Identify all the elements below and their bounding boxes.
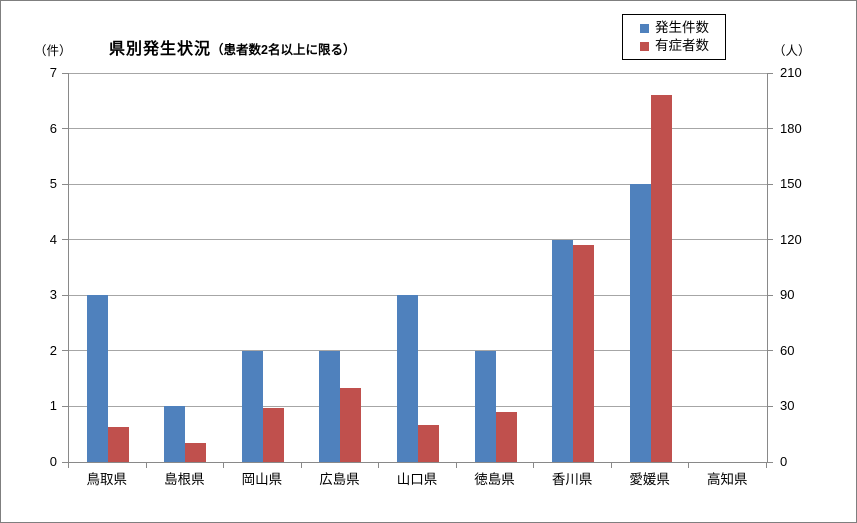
right-axis-tick — [767, 239, 773, 241]
bar-発生件数-山口県 — [397, 295, 418, 462]
bar-有症者数-山口県 — [418, 424, 439, 462]
bar-有症者数-岡山県 — [262, 408, 284, 462]
right-axis-tick — [767, 128, 773, 130]
gridline — [69, 183, 767, 185]
x-axis-tick — [378, 463, 379, 468]
right-axis-tick-label: 30 — [780, 398, 795, 414]
left-axis-tick-label: 6 — [49, 120, 57, 136]
bar-有症者数-徳島県 — [495, 412, 517, 462]
x-axis-tick — [533, 463, 534, 468]
right-axis-tick-label: 60 — [780, 342, 795, 358]
gridline — [69, 239, 767, 241]
legend-entry: 発生件数 — [640, 21, 725, 35]
right-axis-unit-label: （人） — [773, 44, 811, 58]
x-axis-category-label: 山口県 — [396, 472, 438, 487]
x-axis-category-label: 香川県 — [551, 472, 593, 487]
left-axis-tick — [62, 461, 68, 463]
right-axis-tick — [767, 461, 773, 463]
gridline — [69, 405, 767, 407]
right-axis-tick — [767, 294, 773, 296]
left-axis-tick-label: 5 — [49, 176, 57, 192]
right-axis-tick — [767, 183, 773, 185]
right-axis-tick — [767, 405, 773, 407]
gridline — [69, 72, 767, 74]
plot-area — [68, 72, 768, 463]
left-axis-tick — [62, 128, 68, 130]
right-axis-tick-label: 150 — [780, 176, 802, 192]
right-axis-tick — [767, 72, 773, 74]
left-axis-tick — [62, 294, 68, 296]
left-axis-tick — [62, 405, 68, 407]
bar-発生件数-広島県 — [319, 350, 341, 462]
right-axis-tick-label: 0 — [780, 454, 788, 469]
bar-有症者数-広島県 — [340, 387, 362, 462]
x-axis-tick — [688, 463, 689, 468]
left-axis-unit-label: （件） — [34, 44, 72, 58]
legend: 発生件数 有症者数 — [622, 14, 726, 60]
right-axis-tick-label: 210 — [780, 65, 802, 80]
left-axis-tick — [62, 239, 68, 241]
x-axis-category-label: 島根県 — [164, 472, 205, 487]
right-axis-tick-label: 120 — [780, 231, 802, 247]
left-axis-tick-label: 4 — [49, 231, 57, 247]
x-axis-category-label: 高知県 — [706, 472, 748, 487]
legend-series-label: 発生件数 — [655, 20, 709, 35]
left-axis-tick-label: 3 — [49, 287, 57, 303]
gridline — [69, 294, 767, 296]
left-axis-tick-label: 0 — [49, 454, 57, 469]
bar-有症者数-香川県 — [573, 245, 595, 462]
x-axis-tick — [611, 463, 612, 468]
x-axis-category-label: 岡山県 — [241, 472, 283, 487]
left-axis-tick-label: 1 — [49, 398, 57, 414]
right-axis-tick — [767, 350, 773, 352]
legend-series-label: 有症者数 — [655, 38, 709, 53]
x-axis-tick — [146, 463, 147, 468]
x-axis-tick — [68, 463, 69, 468]
x-axis-category-label: 広島県 — [319, 472, 360, 487]
legend-swatch-icon — [640, 41, 649, 51]
bar-有症者数-島根県 — [185, 443, 207, 462]
chart-title-main: 県別発生状況 — [109, 41, 212, 58]
bar-発生件数-愛媛県 — [629, 184, 651, 462]
x-axis-category-label: 愛媛県 — [629, 472, 670, 487]
bar-発生件数-徳島県 — [474, 350, 496, 462]
bar-有症者数-愛媛県 — [650, 95, 672, 462]
x-axis-category-label: 鳥取県 — [86, 472, 128, 487]
gridline — [69, 350, 767, 352]
bar-発生件数-岡山県 — [241, 350, 263, 462]
x-axis-category-label: 徳島県 — [474, 472, 515, 487]
chart-title: 県別発生状況（患者数2名以上に限る） — [109, 35, 355, 59]
legend-entry: 有症者数 — [640, 39, 725, 53]
x-axis-tick — [301, 463, 302, 468]
right-axis-tick-label: 180 — [780, 120, 802, 136]
left-axis-tick-label: 7 — [49, 65, 57, 80]
bar-有症者数-鳥取県 — [107, 426, 129, 462]
x-axis-tick — [456, 463, 457, 468]
left-axis-tick — [62, 72, 68, 74]
x-axis-tick — [223, 463, 224, 468]
right-axis-tick-label: 90 — [780, 287, 795, 303]
left-axis-tick — [62, 350, 68, 352]
left-axis-tick — [62, 183, 68, 185]
chart-title-sub: （患者数2名以上に限る） — [211, 43, 356, 57]
bar-発生件数-鳥取県 — [86, 295, 108, 462]
bar-発生件数-島根県 — [164, 406, 186, 462]
bar-発生件数-香川県 — [552, 239, 574, 462]
left-axis-tick-label: 2 — [49, 342, 57, 358]
x-axis-tick — [766, 463, 767, 468]
gridline — [69, 128, 767, 130]
legend-swatch-icon — [640, 23, 649, 33]
